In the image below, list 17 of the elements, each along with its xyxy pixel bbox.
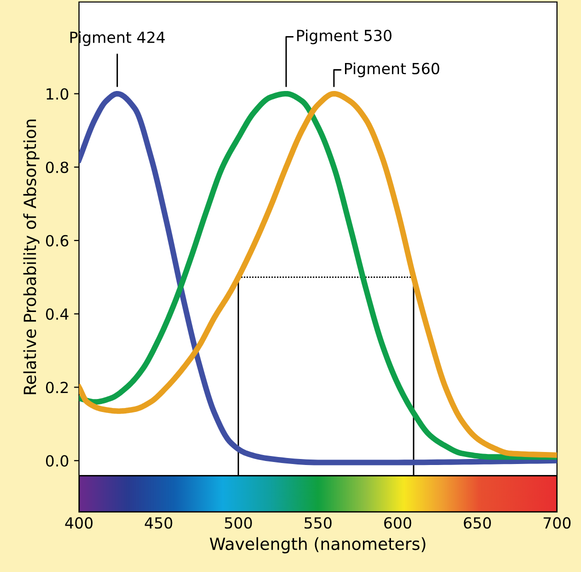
x-tick-label: 600: [384, 517, 412, 529]
x-axis-title: Wavelength (nanometers): [210, 537, 426, 554]
y-tick-label: 0.2: [46, 382, 68, 394]
y-tick-label: 0.0: [46, 455, 68, 467]
x-tick-label: 700: [544, 517, 571, 529]
y-tick-label: 0.6: [46, 234, 68, 247]
y-tick-label: 0.4: [46, 308, 68, 320]
y-tick-label: 0.8: [46, 162, 68, 174]
annotation: Pigment 530: [297, 29, 392, 44]
x-tick-label: 450: [144, 517, 172, 529]
annotation: Pigment 560: [344, 62, 440, 78]
x-tick-label: 550: [304, 517, 332, 529]
y-axis-title: Relative Probability of Absorption: [23, 120, 40, 394]
x-tick-label: 650: [464, 517, 491, 529]
x-tick-label: 400: [65, 517, 93, 529]
x-tick-label: 500: [224, 517, 252, 529]
y-tick-label: 1.0: [46, 88, 68, 100]
